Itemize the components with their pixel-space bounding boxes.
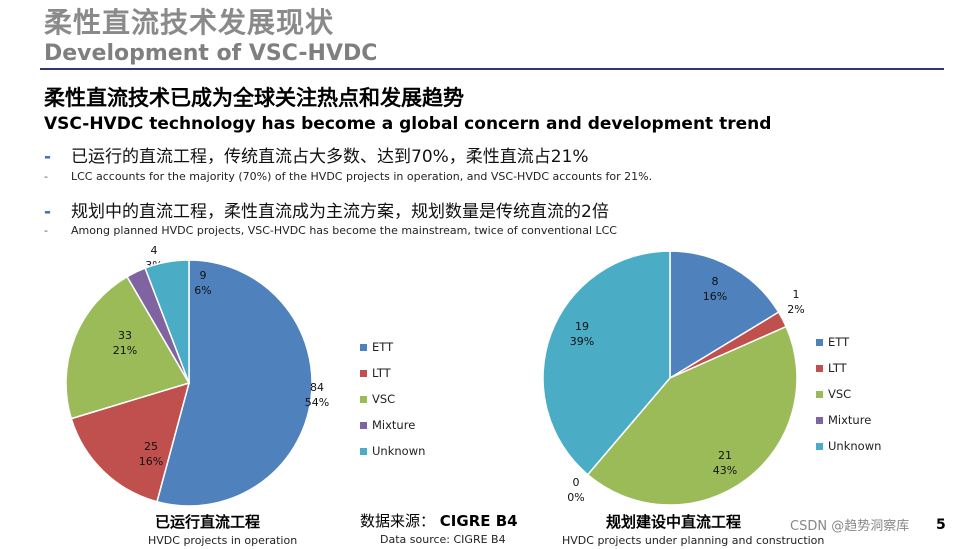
chart-1-legend-swatch-ett [360, 344, 367, 351]
chart-2-label-ltt-value: 1 [793, 288, 800, 301]
bullet-1-en: - LCC accounts for the majority (70%) of … [44, 170, 652, 184]
chart-2-label-unknown-percent: 39% [570, 335, 594, 348]
data-source-en: Data source: CIGRE B4 [380, 533, 506, 546]
chart-2-legend-swatch-vsc [816, 391, 823, 398]
chart-2-legend-swatch-ltt [816, 365, 823, 372]
chart-1-slice-ett [156, 259, 313, 507]
bullet-2-en: - Among planned HVDC projects, VSC-HVDC h… [44, 224, 617, 238]
section-heading-cn: 柔性直流技术已成为全球关注热点和发展趋势 [44, 86, 464, 110]
chart-1-label-ltt-value: 25 [144, 440, 158, 453]
chart-1-label-unknown-value: 9 [200, 269, 207, 282]
chart-2-label-ltt-percent: 2% [787, 303, 804, 316]
bullet-dash: - [44, 224, 48, 237]
chart-1-slice-vsc [65, 275, 191, 420]
bullet-dash: - [44, 147, 52, 167]
chart-2-legend-label-vsc: VSC [828, 387, 851, 401]
data-source-cn: 数据来源： CIGRE B4 [360, 512, 518, 530]
chart-2-legend-label-ltt: LTT [828, 361, 848, 375]
chart-1-label-vsc-value: 33 [118, 329, 132, 342]
chart-1-legend-swatch-mixture [360, 422, 367, 429]
bullet-1-cn: - 已运行的直流工程，传统直流占大多数、达到70%，柔性直流占21% [44, 146, 589, 168]
chart-1-label-vsc-percent: 21% [113, 344, 137, 357]
chart-2-slice-unknown [542, 250, 671, 476]
bullet-1-en-text: LCC accounts for the majority (70%) of t… [71, 170, 653, 183]
chart-1-label-ett-value: 84 [310, 381, 324, 394]
chart-2-label-vsc-value: 21 [718, 449, 732, 462]
data-source-prefix: 数据来源： [360, 512, 436, 530]
bullet-dash: - [44, 202, 52, 222]
chart-2-label-ett-value: 8 [712, 275, 719, 288]
chart-1-legend-label-mixture: Mixture [372, 418, 415, 432]
chart-2-caption-en: HVDC projects under planning and constru… [562, 534, 825, 547]
chart-2-label-vsc-percent: 43% [713, 464, 737, 477]
chart-2-label-unknown-value: 19 [575, 320, 589, 333]
chart-1-label-ltt-percent: 16% [139, 455, 163, 468]
chart-2-slice-ett [669, 250, 780, 380]
chart-2-slice-vsc [586, 325, 798, 506]
chart-2-label-mixture-percent: 0% [567, 491, 584, 504]
data-source-name: CIGRE B4 [439, 512, 518, 530]
chart-1-legend-label-ett: ETT [372, 340, 394, 354]
section-heading-en: VSC-HVDC technology has become a global … [44, 114, 772, 134]
chart-1-legend-swatch-unknown [360, 448, 367, 455]
chart-1-label-unknown-percent: 6% [194, 284, 211, 297]
chart-2-legend-label-unknown: Unknown [828, 439, 881, 453]
chart-1-legend-swatch-vsc [360, 396, 367, 403]
bullet-2-cn-text: 规划中的直流工程，柔性直流成为主流方案，规划数量是传统直流的2倍 [71, 202, 609, 222]
chart-1-legend-label-vsc: VSC [372, 392, 395, 406]
bullet-1-cn-text: 已运行的直流工程，传统直流占大多数、达到70%，柔性直流占21% [71, 147, 589, 167]
chart-2-label-ett-percent: 16% [703, 290, 727, 303]
chart-1-label-ett-percent: 54% [305, 396, 329, 409]
chart-2-legend-label-mixture: Mixture [828, 413, 871, 427]
chart-2-legend-swatch-unknown [816, 443, 823, 450]
page-title-cn: 柔性直流技术发展现状 [44, 6, 335, 39]
chart-2-caption-cn: 规划建设中直流工程 [606, 513, 742, 531]
chart-2-legend-label-ett: ETT [828, 335, 850, 349]
watermark: CSDN @趋势洞察库 [790, 519, 910, 534]
bullet-2-cn: - 规划中的直流工程，柔性直流成为主流方案，规划数量是传统直流的2倍 [44, 201, 609, 223]
chart-2-legend-swatch-ett [816, 339, 823, 346]
chart-1-caption-cn: 已运行直流工程 [155, 513, 261, 531]
bullet-dash: - [44, 170, 48, 183]
chart-2-label-mixture-value: 0 [573, 476, 580, 489]
bullet-2-en-text: Among planned HVDC projects, VSC-HVDC ha… [71, 224, 617, 237]
chart-1-slice-ltt [70, 381, 191, 503]
chart-1-label-mixture-value: 4 [151, 244, 158, 257]
title-divider [40, 68, 944, 70]
chart-1-legend-swatch-ltt [360, 370, 367, 377]
chart-1-legend-label-ltt: LTT [372, 366, 392, 380]
chart-1-slice-unknown [144, 259, 190, 384]
chart-1-legend-label-unknown: Unknown [372, 444, 425, 458]
page-title-en: Development of VSC-HVDC [44, 41, 378, 66]
page-number: 5 [936, 517, 946, 533]
chart-2-legend-swatch-mixture [816, 417, 823, 424]
chart-1-caption-en: HVDC projects in operation [148, 534, 298, 547]
